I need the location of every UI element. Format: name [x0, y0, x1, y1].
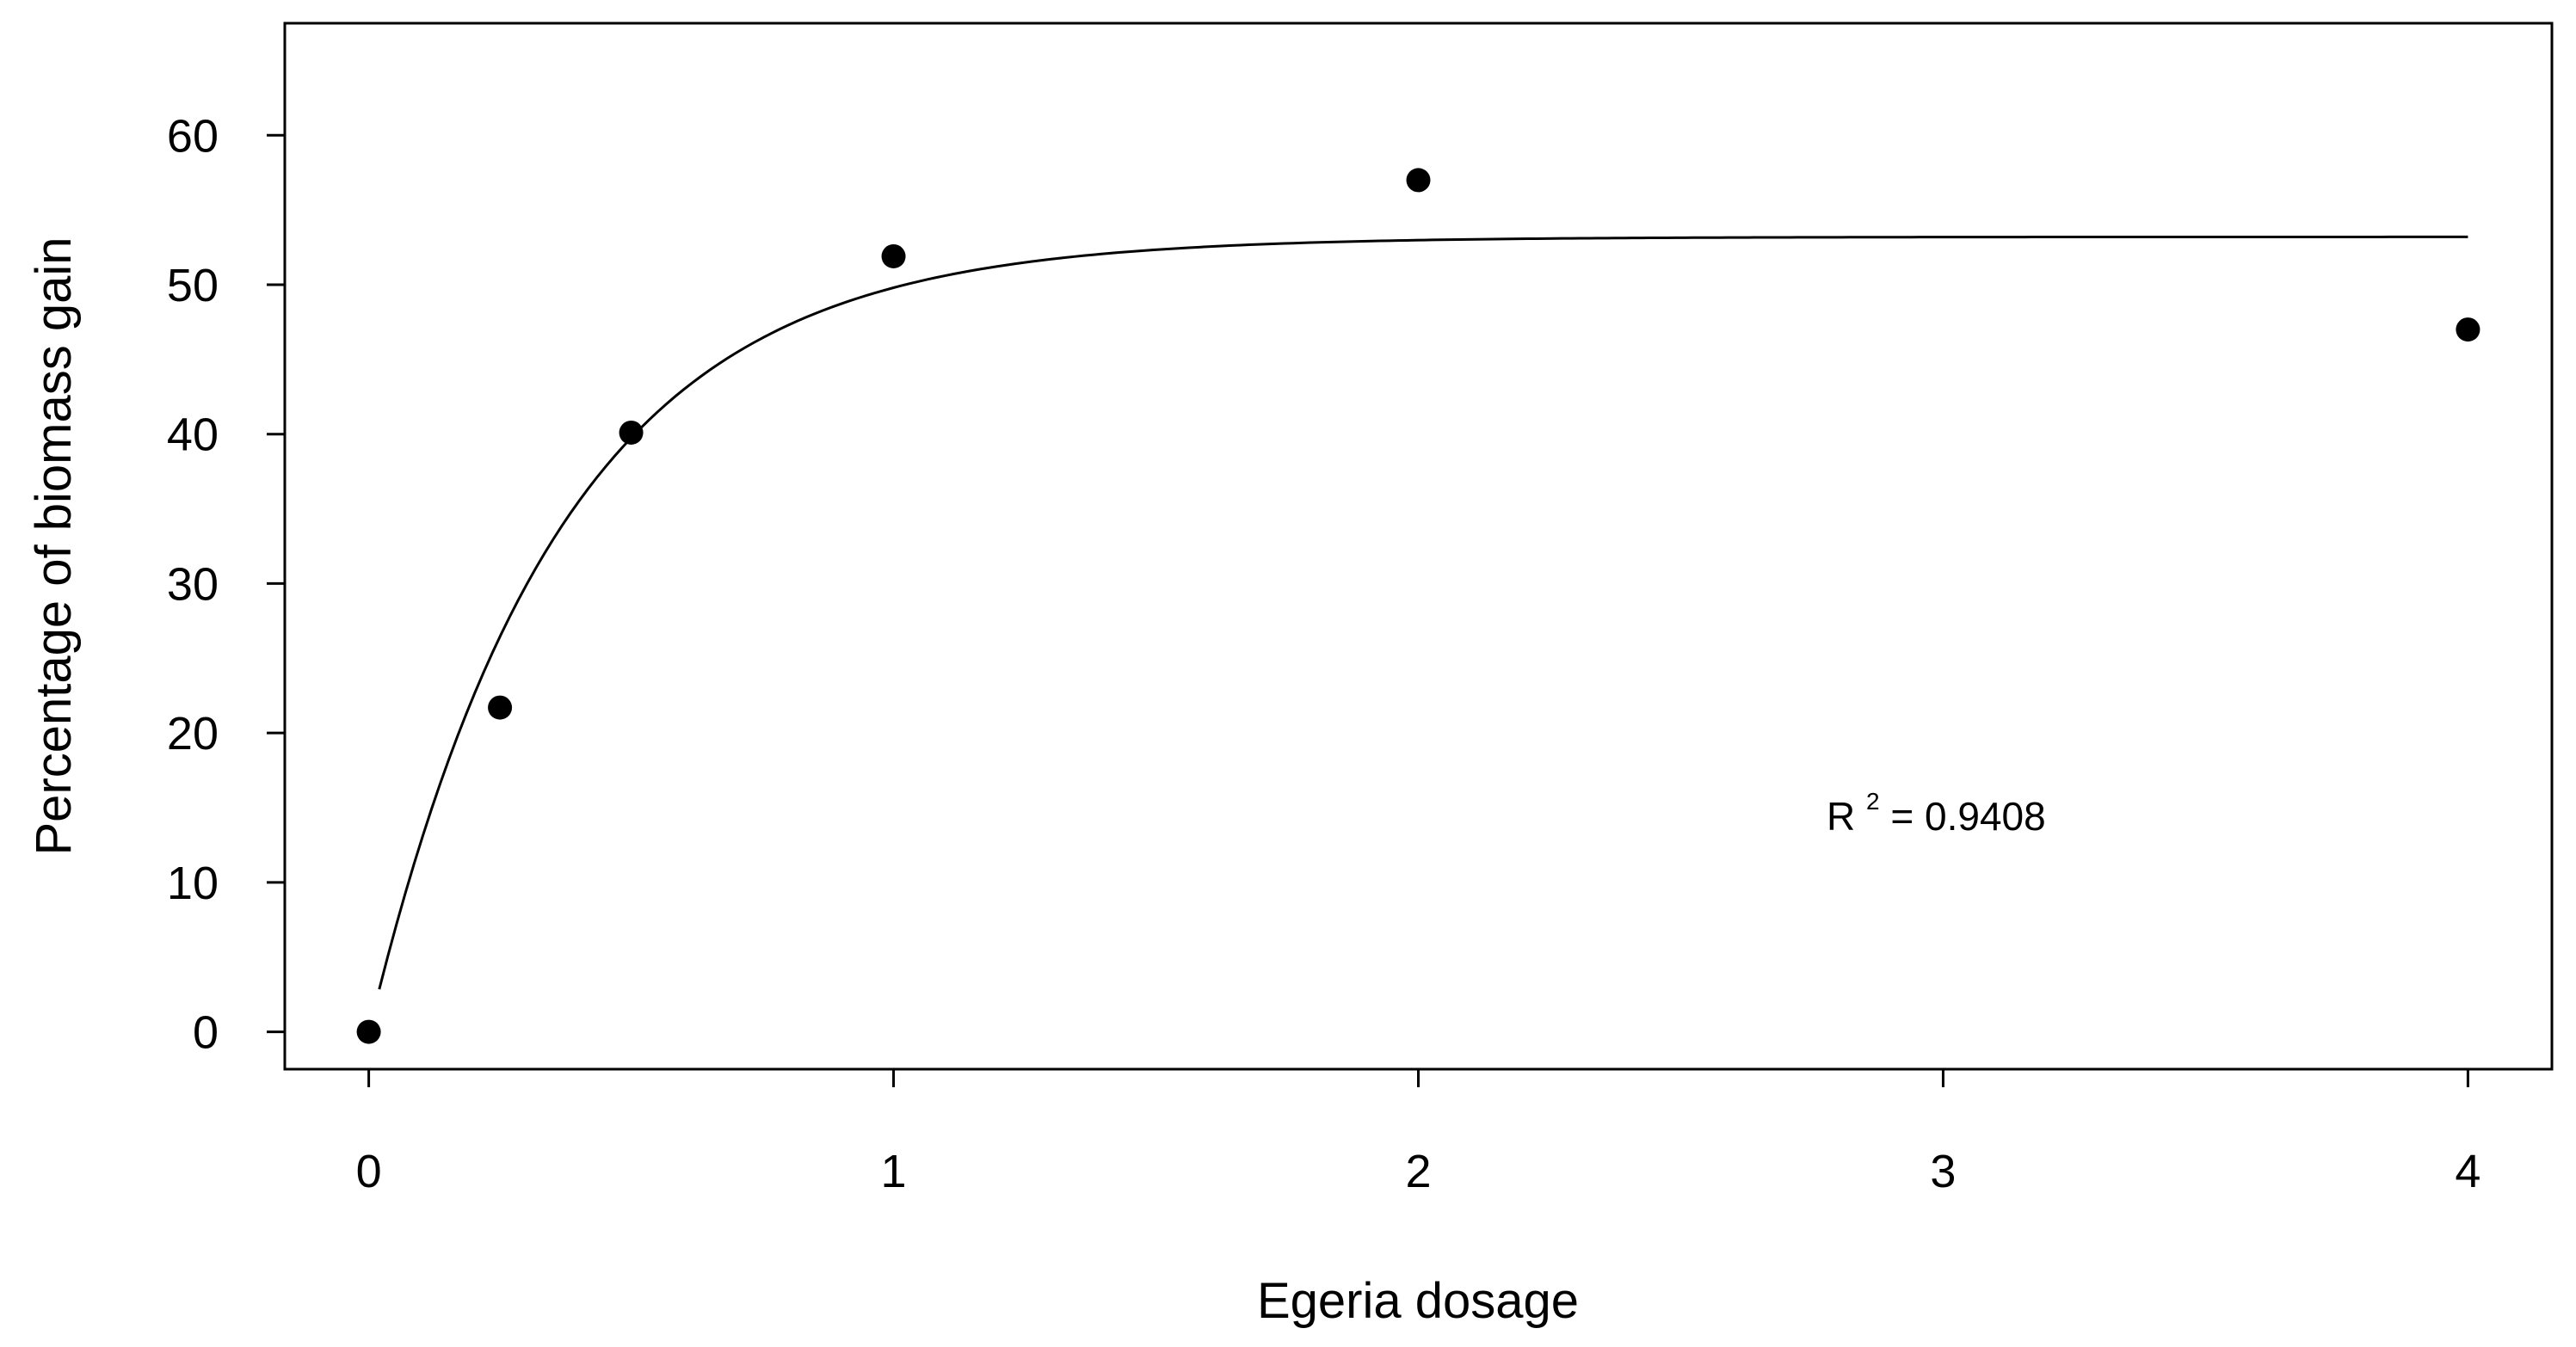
x-tick-label: 3	[1930, 1146, 1956, 1197]
x-axis: 0 1 2 3 4	[356, 1069, 2480, 1197]
y-tick-label: 0	[193, 1007, 219, 1059]
x-tick-label: 1	[881, 1146, 907, 1197]
x-axis-title: Egeria dosage	[1257, 1273, 1579, 1329]
x-tick-label: 4	[2455, 1146, 2480, 1197]
data-point	[488, 695, 513, 720]
data-point	[2456, 317, 2480, 342]
data-point	[356, 1019, 381, 1044]
y-axis-title: Percentage of biomass gain	[26, 237, 82, 856]
x-tick-label: 0	[356, 1146, 382, 1197]
fitted-curve-layer	[378, 235, 2468, 990]
y-tick-label: 50	[167, 260, 219, 311]
data-point	[1406, 168, 1431, 193]
y-tick-label: 40	[167, 409, 219, 461]
y-tick-label: 20	[167, 708, 219, 760]
data-point	[881, 243, 906, 268]
r-squared-value: = 0.9408	[1890, 794, 2045, 839]
y-axis: 0 10 20 30 40 50 60	[167, 110, 285, 1059]
y-tick-label: 10	[167, 858, 219, 909]
x-tick-label: 2	[1405, 1146, 1431, 1197]
fitted-curve	[378, 235, 2468, 990]
r-squared-base: R	[1827, 794, 1855, 839]
data-points-layer	[356, 168, 2480, 1044]
y-tick-label: 30	[167, 558, 219, 610]
data-point	[619, 420, 644, 445]
r-squared-annotation: R 2 = 0.9408	[1827, 773, 2046, 839]
y-tick-label: 60	[167, 110, 219, 162]
r-squared-superscript: 2	[1866, 788, 1880, 815]
